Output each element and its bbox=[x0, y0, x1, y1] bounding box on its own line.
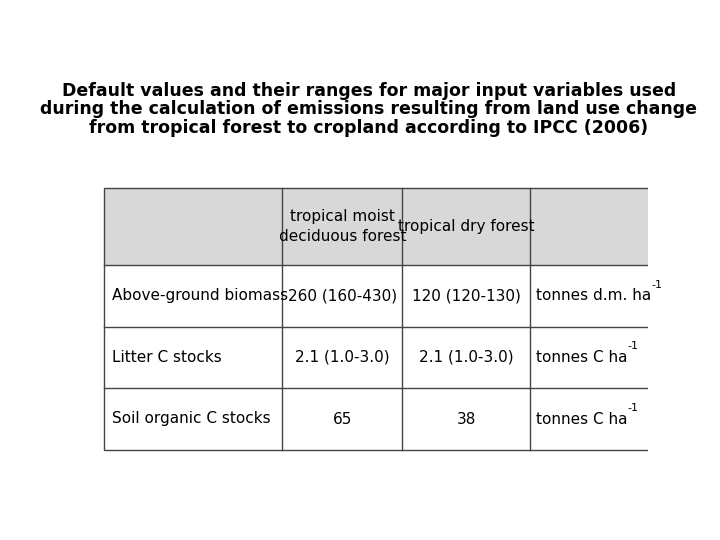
Bar bbox=[104, 327, 650, 388]
Text: tropical dry forest: tropical dry forest bbox=[398, 219, 534, 234]
Text: Default values and their ranges for major input variables used: Default values and their ranges for majo… bbox=[62, 82, 676, 100]
Text: Above-ground biomass: Above-ground biomass bbox=[112, 288, 288, 303]
Text: 65: 65 bbox=[333, 411, 352, 427]
Text: 2.1 (1.0-3.0): 2.1 (1.0-3.0) bbox=[419, 350, 513, 365]
Text: -1: -1 bbox=[628, 341, 639, 352]
Text: -1: -1 bbox=[652, 280, 662, 290]
Text: -1: -1 bbox=[628, 403, 639, 413]
Bar bbox=[104, 188, 650, 450]
Text: tonnes C ha: tonnes C ha bbox=[536, 411, 628, 427]
Text: tonnes d.m. ha: tonnes d.m. ha bbox=[536, 288, 652, 303]
Text: Litter C stocks: Litter C stocks bbox=[112, 350, 222, 365]
Text: 2.1 (1.0-3.0): 2.1 (1.0-3.0) bbox=[295, 350, 390, 365]
Text: during the calculation of emissions resulting from land use change: during the calculation of emissions resu… bbox=[40, 100, 698, 118]
Text: 120 (120-130): 120 (120-130) bbox=[412, 288, 521, 303]
Text: tropical moist
deciduous forest: tropical moist deciduous forest bbox=[279, 209, 406, 244]
Bar bbox=[104, 388, 650, 450]
Text: tonnes C ha: tonnes C ha bbox=[536, 350, 628, 365]
Bar bbox=[104, 188, 650, 450]
Text: from tropical forest to cropland according to IPCC (2006): from tropical forest to cropland accordi… bbox=[89, 119, 649, 137]
Text: 260 (160-430): 260 (160-430) bbox=[288, 288, 397, 303]
Bar bbox=[104, 265, 650, 327]
Text: Soil organic C stocks: Soil organic C stocks bbox=[112, 411, 270, 427]
Text: 38: 38 bbox=[456, 411, 476, 427]
